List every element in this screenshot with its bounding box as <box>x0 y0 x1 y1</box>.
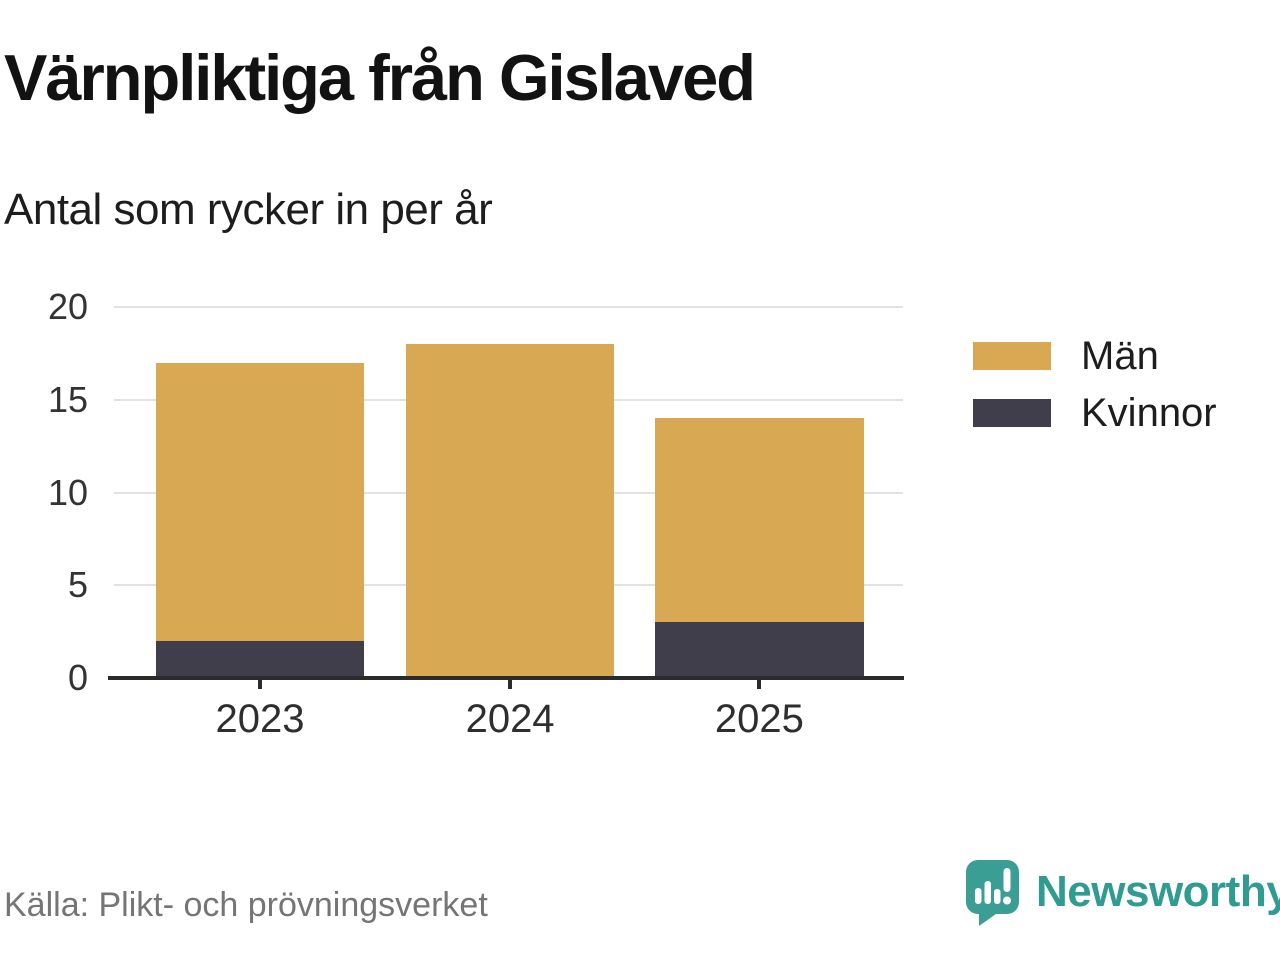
legend: Män Kvinnor <box>973 333 1217 447</box>
x-axis-tick-label: 2024 <box>465 697 555 741</box>
x-axis-tick <box>508 678 513 689</box>
chart-subtitle: Antal som rycker in per år <box>4 185 493 234</box>
y-axis-tick-label: 0 <box>67 657 88 698</box>
legend-item-kvinnor: Kvinnor <box>973 390 1217 436</box>
x-axis-line <box>108 676 904 680</box>
newsworthy-wordmark: Newsworthy <box>1036 867 1280 916</box>
y-axis-tick-label: 15 <box>47 378 88 420</box>
legend-swatch <box>973 399 1051 427</box>
x-axis-tick-label: 2025 <box>714 697 804 741</box>
y-axis-tick-label: 10 <box>47 471 88 513</box>
source-text: Källa: Plikt- och prövningsverket <box>4 886 488 924</box>
legend-swatch <box>973 342 1051 370</box>
legend-label: Kvinnor <box>1081 391 1217 435</box>
y-axis-tick-label: 5 <box>67 564 88 606</box>
plot-area: 2023 2024 2025 <box>108 306 904 739</box>
chart-title: Värnpliktiga från Gislaved <box>4 41 756 114</box>
gridline <box>114 306 903 308</box>
x-axis-tick <box>757 678 762 689</box>
newsworthy-logo: Newsworthy <box>962 858 1280 926</box>
legend-label: Män <box>1081 334 1159 378</box>
y-axis-tick-label: 20 <box>47 286 88 327</box>
y-axis-labels: 0 5 10 15 20 <box>28 289 88 696</box>
bar-2025-kvinnor <box>655 622 864 678</box>
x-axis-tick-label: 2023 <box>215 697 305 741</box>
bar-2023-män <box>155 362 365 641</box>
bar-2024-män <box>405 344 615 678</box>
x-axis-tick <box>257 678 262 689</box>
legend-item-män: Män <box>973 333 1217 379</box>
newsworthy-icon <box>966 860 1019 926</box>
bar-2023-kvinnor <box>155 640 365 678</box>
bar-2025-män <box>655 418 864 623</box>
